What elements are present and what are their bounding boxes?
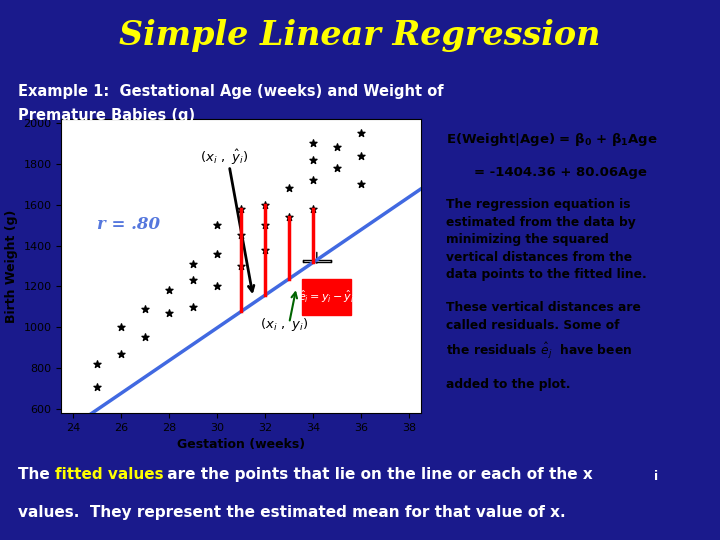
Point	[212, 221, 223, 230]
Point	[307, 176, 319, 185]
Point	[259, 200, 271, 209]
Point	[356, 180, 367, 188]
Point	[91, 382, 103, 391]
Text: $(x_i\ ,\ \hat{y}_i)$: $(x_i\ ,\ \hat{y}_i)$	[200, 147, 248, 167]
Text: Example 1:  Gestational Age (weeks) and Weight of: Example 1: Gestational Age (weeks) and W…	[18, 84, 444, 99]
Point	[115, 349, 127, 358]
Text: $\hat{e}_i = y_i - \hat{y}_i$: $\hat{e}_i = y_i - \hat{y}_i$	[298, 289, 355, 305]
Point	[307, 139, 319, 147]
Point	[187, 260, 199, 268]
Point	[140, 305, 151, 313]
FancyBboxPatch shape	[302, 279, 351, 315]
Point	[140, 333, 151, 342]
Point	[163, 286, 175, 295]
Point	[91, 360, 103, 368]
Point	[235, 205, 247, 213]
Point	[212, 249, 223, 258]
Text: $(x_i\ ,\ y_i)$: $(x_i\ ,\ y_i)$	[261, 316, 308, 333]
Text: These vertical distances are
called residuals. Some of: These vertical distances are called resi…	[446, 301, 641, 332]
Text: E(Weight|Age) = $\mathbf{\beta_0}$ + $\mathbf{\beta_1}$Age: E(Weight|Age) = $\mathbf{\beta_0}$ + $\m…	[446, 131, 657, 147]
X-axis label: Gestation (weeks): Gestation (weeks)	[177, 438, 305, 451]
Text: The regression equation is
estimated from the data by
minimizing the squared
ver: The regression equation is estimated fro…	[446, 198, 647, 281]
Point	[307, 205, 319, 213]
Text: values.  They represent the estimated mean for that value of x.: values. They represent the estimated mea…	[18, 505, 566, 520]
Text: r = .80: r = .80	[97, 216, 161, 233]
Text: the residuals $\hat{e}_j$  have been: the residuals $\hat{e}_j$ have been	[446, 341, 632, 361]
Point	[307, 156, 319, 164]
Text: Premature Babies (g): Premature Babies (g)	[18, 108, 195, 123]
Text: i: i	[654, 470, 658, 483]
Point	[284, 184, 295, 193]
Text: fitted values: fitted values	[55, 467, 163, 482]
Text: added to the plot.: added to the plot.	[446, 378, 570, 391]
Point	[235, 261, 247, 270]
Point	[115, 323, 127, 332]
Point	[212, 282, 223, 291]
Point	[187, 302, 199, 311]
Point	[356, 129, 367, 137]
Point	[284, 213, 295, 221]
Point	[331, 143, 343, 152]
Point	[331, 164, 343, 172]
Point	[259, 245, 271, 254]
Point	[356, 151, 367, 160]
Point	[187, 276, 199, 285]
Point	[235, 231, 247, 240]
Y-axis label: Birth Weight (g): Birth Weight (g)	[5, 210, 18, 322]
Text: The: The	[18, 467, 55, 482]
Text: Simple Linear Regression: Simple Linear Regression	[120, 19, 600, 52]
Point	[259, 221, 271, 230]
Text: = -1404.36 + 80.06Age: = -1404.36 + 80.06Age	[474, 166, 647, 179]
Point	[163, 309, 175, 318]
Text: are the points that lie on the line or each of the x: are the points that lie on the line or e…	[162, 467, 593, 482]
